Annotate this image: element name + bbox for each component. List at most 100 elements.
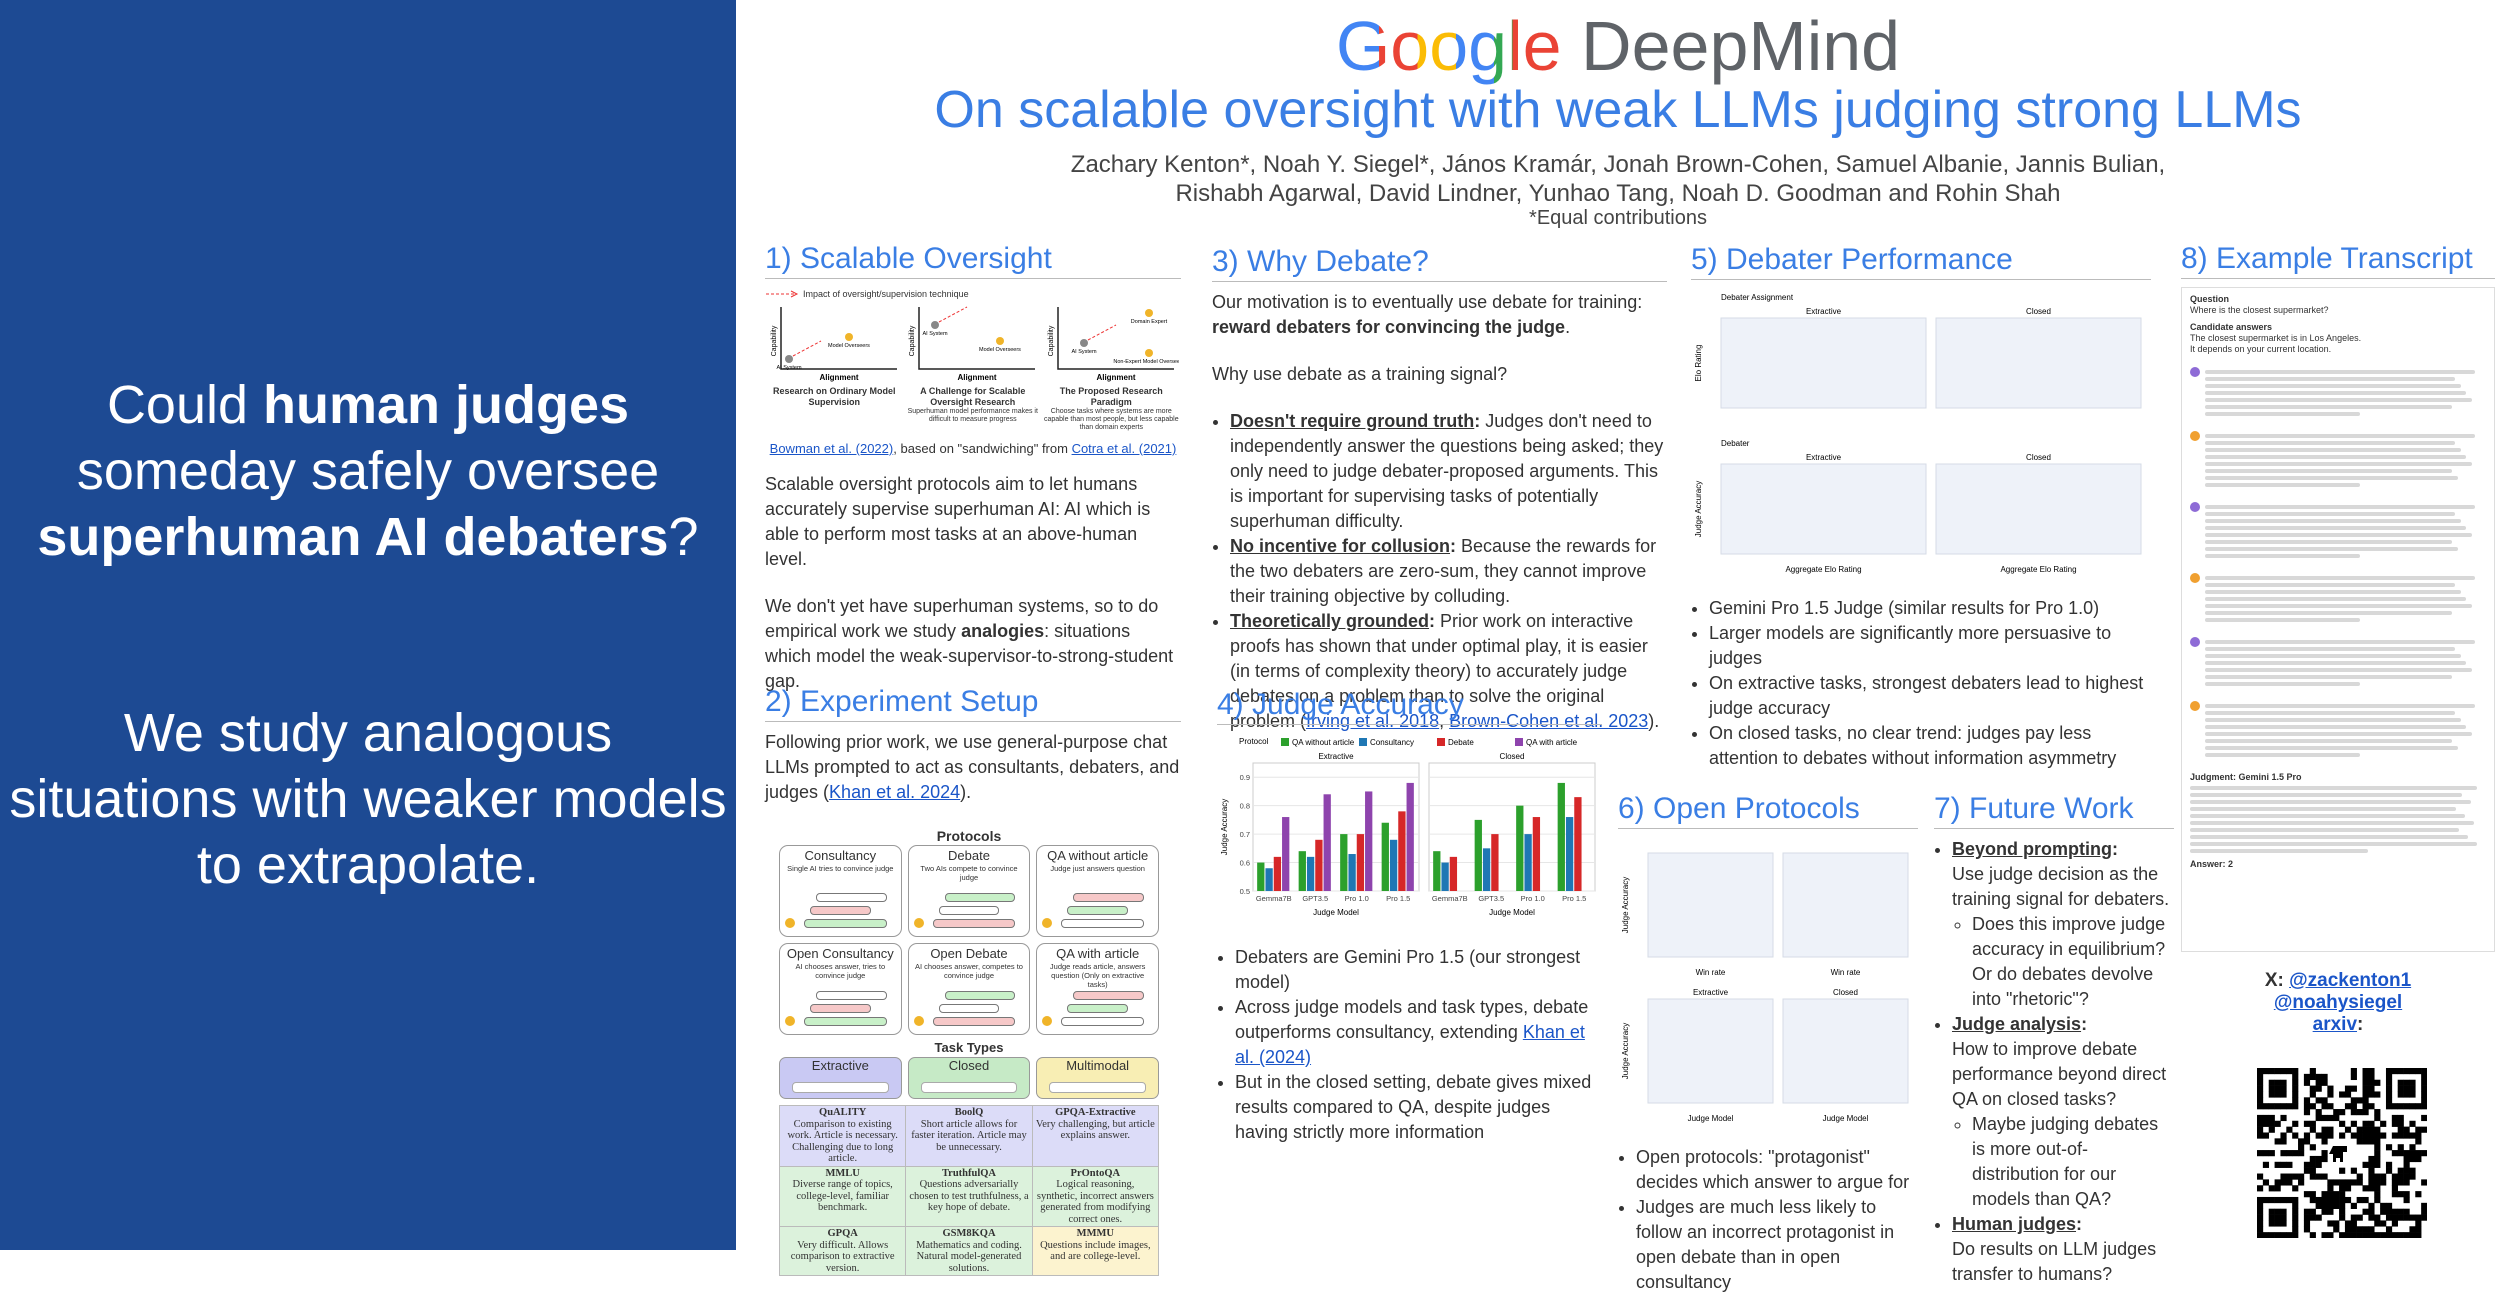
- panel-subcaption: Choose tasks where systems are more capa…: [1043, 408, 1179, 431]
- qr-module: [2339, 1179, 2346, 1186]
- qr-module: [2385, 1161, 2393, 1168]
- qr-module: [2391, 1214, 2398, 1221]
- qr-module: [2327, 1220, 2334, 1227]
- link[interactable]: Bowman et al. (2022): [769, 441, 894, 456]
- qr-module: [2286, 1232, 2293, 1238]
- link[interactable]: arxiv: [2312, 1014, 2358, 1035]
- panel-title: Closed: [1833, 988, 1858, 997]
- x-axis-label: Aggregate Elo Rating: [1785, 565, 1861, 574]
- panel-bg: [1720, 317, 1927, 409]
- bar: [1557, 782, 1565, 891]
- qr-module: [2309, 1196, 2316, 1204]
- speaker-icon: [2190, 502, 2200, 512]
- bullet-item: No incentive for collusion: Because the …: [1230, 534, 1667, 609]
- text-line: [2205, 377, 2456, 381]
- qr-module: [2397, 1079, 2404, 1086]
- bar: [1516, 805, 1524, 891]
- dataset-name: GPQA-Extractive: [1055, 1107, 1136, 1118]
- text-run: :: [2112, 839, 2118, 859]
- qr-icon: [2329, 1146, 2347, 1162]
- panel-subcaption: Superhuman model performance makes it di…: [907, 408, 1038, 423]
- qr-module: [2397, 1144, 2404, 1151]
- qr-module: [2303, 1161, 2311, 1168]
- oversight-panel: Capability Alignment AI System Model Overse…: [765, 301, 904, 432]
- link[interactable]: Khan et al. (2024): [1235, 1022, 1585, 1067]
- qr-module: [2344, 1220, 2352, 1227]
- qr-module: [2368, 1214, 2375, 1221]
- qr-module: [2257, 1208, 2264, 1215]
- x-tick-label: Pro 1.0: [1521, 894, 1545, 903]
- chat-bubble: [810, 906, 871, 915]
- qr-module: [2292, 1173, 2299, 1180]
- judge-icon: [913, 1016, 924, 1026]
- node-icon: [996, 337, 1005, 345]
- qr-module: [2309, 1068, 2316, 1075]
- qr-module: [2315, 1161, 2322, 1168]
- dataset-name: TruthfulQA: [941, 1167, 997, 1179]
- link[interactable]: @zackenton1: [2289, 970, 2412, 991]
- qr-module: [2298, 1144, 2305, 1151]
- qr-module: [2350, 1132, 2357, 1139]
- text-line: [2205, 533, 2472, 537]
- qr-module: [2403, 1161, 2410, 1168]
- qr-module: [2374, 1109, 2381, 1116]
- section-title: 2) Experiment Setup: [765, 683, 1181, 722]
- qr-module: [2344, 1103, 2352, 1110]
- bar: [1482, 848, 1491, 891]
- panel-title: Extractive: [1806, 307, 1842, 316]
- text-run: : situations which model the weak-superv…: [765, 621, 1174, 691]
- qr-module: [2385, 1079, 2393, 1086]
- qr-module: [2292, 1132, 2299, 1139]
- qr-module: [2409, 1173, 2416, 1180]
- bullet-item: Judge analysis: How to improve debate per…: [1952, 1012, 2174, 1212]
- qr-module: [2280, 1208, 2287, 1215]
- section: 3) Why Debate? Our motivation is to event…: [1212, 243, 1667, 734]
- dataset-desc: Diverse range of topics, college-level, …: [792, 1179, 893, 1213]
- link[interactable]: @noahysiegel: [2273, 992, 2403, 1013]
- table-row: GPQA Very difficult. Allows comparison to…: [778, 1226, 1160, 1276]
- qr-module: [2374, 1232, 2381, 1238]
- qr-module: [2309, 1144, 2316, 1151]
- node-label: AI System: [923, 331, 948, 337]
- qr-module: [2380, 1202, 2387, 1209]
- text-line: [2205, 448, 2461, 452]
- qr-module: [2303, 1103, 2311, 1110]
- text-run: :: [1474, 411, 1481, 431]
- qr-module: [2303, 1132, 2311, 1139]
- qr-module: [2350, 1097, 2357, 1104]
- link[interactable]: Cotra et al. (2021): [1071, 441, 1177, 456]
- link[interactable]: Khan et al. 2024: [829, 782, 961, 802]
- qr-module: [2362, 1208, 2369, 1215]
- qr-module: [2315, 1155, 2322, 1163]
- qr-module: [2286, 1103, 2293, 1110]
- link[interactable]: Brown-Cohen et al. 2023: [1449, 711, 1649, 731]
- qr-module: [2380, 1220, 2387, 1227]
- qr-module: [2315, 1085, 2322, 1092]
- qr-module: [2257, 1097, 2264, 1104]
- y-tick-label: 0.6: [1240, 859, 1250, 868]
- y-axis-label: Judge Accuracy: [1621, 877, 1630, 933]
- qr-module: [2409, 1144, 2416, 1151]
- link[interactable]: Irving et al. 2018: [1306, 711, 1440, 731]
- text-line: [2190, 821, 2475, 825]
- y-axis-label: Judge Accuracy: [1694, 481, 1703, 537]
- oversight-panel: Capability Alignment AI System Domain Exper…: [1042, 301, 1185, 432]
- qr-module: [2321, 1103, 2328, 1110]
- qr-module: [2391, 1114, 2398, 1122]
- qr-module: [2344, 1226, 2352, 1233]
- text-line: [2205, 640, 2475, 644]
- qr-module: [2368, 1155, 2375, 1163]
- axis-label: Alignment: [1096, 373, 1135, 382]
- qr-module: [2298, 1150, 2305, 1157]
- qr-module: [2257, 1226, 2264, 1233]
- task-example: [920, 1082, 1018, 1093]
- qr-module: [2309, 1120, 2316, 1127]
- qr-module: [2274, 1091, 2281, 1098]
- section: 8) Example Transcript Question Where is th…: [2181, 240, 2495, 952]
- qr-module: [2362, 1103, 2369, 1110]
- panel-bg: [1720, 463, 1927, 555]
- qr-module: [2321, 1155, 2328, 1163]
- qr-module: [2374, 1185, 2381, 1192]
- dataset-desc: Mathematics and coding. Natural model-ge…: [916, 1239, 1022, 1274]
- qr-module: [2327, 1085, 2334, 1092]
